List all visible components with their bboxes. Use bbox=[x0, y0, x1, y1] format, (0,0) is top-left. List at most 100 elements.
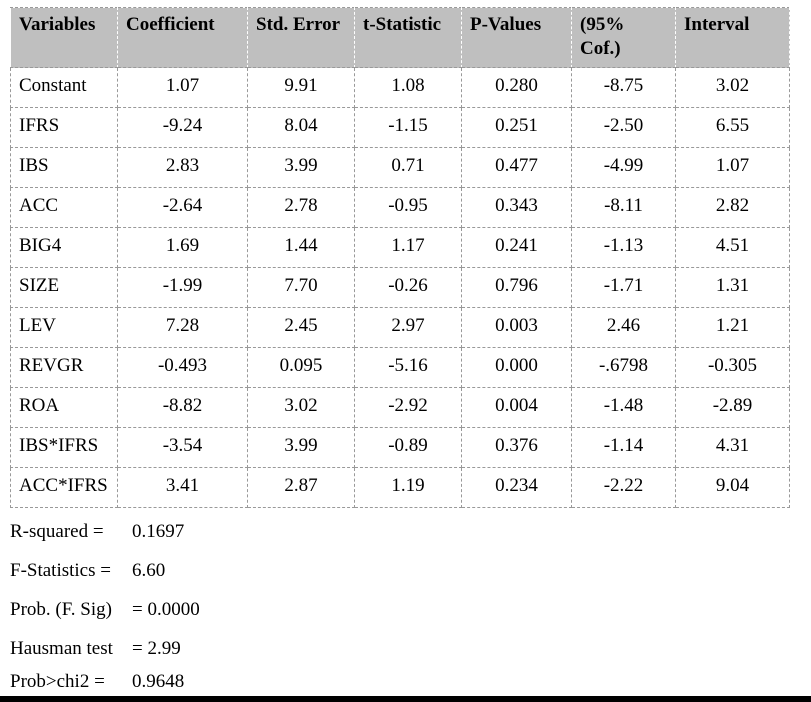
cell-value: 0.376 bbox=[461, 427, 572, 468]
stat-label: Prob. (F. Sig) bbox=[10, 598, 112, 620]
cell-value: 0.234 bbox=[461, 467, 572, 508]
cell-value: 9.04 bbox=[675, 467, 790, 508]
cell-value: 2.82 bbox=[675, 187, 790, 228]
cell-value: 0.003 bbox=[461, 307, 572, 348]
variable-name: IBS*IFRS bbox=[10, 427, 118, 468]
column-header-5: P-Values bbox=[461, 7, 572, 68]
column-header-3: Std. Error bbox=[247, 7, 355, 68]
cell-value: 1.17 bbox=[354, 227, 462, 268]
cell-value: 2.46 bbox=[571, 307, 676, 348]
stats-list: R-squared = 0.1697 F-Statistics = 6.60 P… bbox=[10, 512, 811, 696]
cell-value: -0.26 bbox=[354, 267, 462, 308]
table-row: IFRS -9.24 8.04 -1.15 0.251 -2.50 6.55 bbox=[10, 107, 790, 148]
table-row: Constant 1.07 9.91 1.08 0.280 -8.75 3.02 bbox=[10, 67, 790, 108]
cell-value: 0.241 bbox=[461, 227, 572, 268]
cell-value: -.6798 bbox=[571, 347, 676, 388]
cell-value: 3.02 bbox=[675, 67, 790, 108]
variable-name: BIG4 bbox=[10, 227, 118, 268]
column-header-7: Interval bbox=[675, 7, 790, 68]
stat-label: R-squared = bbox=[10, 520, 104, 542]
cell-value: 9.91 bbox=[247, 67, 355, 108]
cell-value: -2.50 bbox=[571, 107, 676, 148]
variable-name: SIZE bbox=[10, 267, 118, 308]
cell-value: 7.28 bbox=[117, 307, 248, 348]
cell-value: 3.99 bbox=[247, 147, 355, 188]
table-row: IBS 2.83 3.99 0.71 0.477 -4.99 1.07 bbox=[10, 147, 790, 188]
cell-value: 1.07 bbox=[675, 147, 790, 188]
stat-row-prob-chi2: Prob>chi2 = 0.9648 bbox=[10, 668, 811, 696]
column-header-4: t-Statistic bbox=[354, 7, 462, 68]
cell-value: 2.87 bbox=[247, 467, 355, 508]
header-row: Variables Coefficient Std. Error t-Statisti… bbox=[10, 7, 790, 68]
stat-row-r-squared: R-squared = 0.1697 bbox=[10, 512, 811, 551]
variable-name: ROA bbox=[10, 387, 118, 428]
cell-value: -8.11 bbox=[571, 187, 676, 228]
cell-value: 0.477 bbox=[461, 147, 572, 188]
cell-value: -0.89 bbox=[354, 427, 462, 468]
cell-value: 1.21 bbox=[675, 307, 790, 348]
cell-value: 1.69 bbox=[117, 227, 248, 268]
cell-value: -3.54 bbox=[117, 427, 248, 468]
cell-value: 4.51 bbox=[675, 227, 790, 268]
stat-value: = 2.99 bbox=[132, 637, 181, 659]
cell-value: 0.343 bbox=[461, 187, 572, 228]
table-row: IBS*IFRS -3.54 3.99 -0.89 0.376 -1.14 4.31 bbox=[10, 427, 790, 468]
cell-value: -1.15 bbox=[354, 107, 462, 148]
cell-value: 2.97 bbox=[354, 307, 462, 348]
cell-value: -1.14 bbox=[571, 427, 676, 468]
stat-value: = 0.0000 bbox=[132, 598, 200, 620]
cell-value: 0.000 bbox=[461, 347, 572, 388]
cell-value: -1.13 bbox=[571, 227, 676, 268]
cell-value: 3.41 bbox=[117, 467, 248, 508]
stat-value: 6.60 bbox=[132, 559, 166, 581]
cell-value: 7.70 bbox=[247, 267, 355, 308]
variable-name: LEV bbox=[10, 307, 118, 348]
variable-name: IFRS bbox=[10, 107, 118, 148]
cell-value: 1.31 bbox=[675, 267, 790, 308]
cell-value: 1.19 bbox=[354, 467, 462, 508]
cell-value: 0.796 bbox=[461, 267, 572, 308]
cell-value: -1.48 bbox=[571, 387, 676, 428]
table-row: BIG4 1.69 1.44 1.17 0.241 -1.13 4.51 bbox=[10, 227, 790, 268]
cell-value: 0.095 bbox=[247, 347, 355, 388]
cell-value: 3.02 bbox=[247, 387, 355, 428]
cell-value: -1.99 bbox=[117, 267, 248, 308]
cell-value: 2.78 bbox=[247, 187, 355, 228]
cell-value: -0.95 bbox=[354, 187, 462, 228]
cell-value: 1.44 bbox=[247, 227, 355, 268]
table-row: SIZE -1.99 7.70 -0.26 0.796 -1.71 1.31 bbox=[10, 267, 790, 308]
table-row: LEV 7.28 2.45 2.97 0.003 2.46 1.21 bbox=[10, 307, 790, 348]
stat-value: 0.1697 bbox=[132, 520, 185, 542]
variable-name: ACC bbox=[10, 187, 118, 228]
cell-value: -4.99 bbox=[571, 147, 676, 188]
cell-value: -0.305 bbox=[675, 347, 790, 388]
cell-value: 0.71 bbox=[354, 147, 462, 188]
variable-name: IBS bbox=[10, 147, 118, 188]
table-row: ROA -8.82 3.02 -2.92 0.004 -1.48 -2.89 bbox=[10, 387, 790, 428]
cell-value: -8.82 bbox=[117, 387, 248, 428]
bottom-rule-divider bbox=[0, 696, 811, 702]
cell-value: 3.99 bbox=[247, 427, 355, 468]
variable-name: REVGR bbox=[10, 347, 118, 388]
cell-value: -2.89 bbox=[675, 387, 790, 428]
stat-value: 0.9648 bbox=[132, 671, 185, 692]
cell-value: 0.280 bbox=[461, 67, 572, 108]
cell-value: 4.31 bbox=[675, 427, 790, 468]
column-header-1: Variables bbox=[10, 7, 118, 68]
cell-value: 2.83 bbox=[117, 147, 248, 188]
cell-value: -5.16 bbox=[354, 347, 462, 388]
cell-value: -1.71 bbox=[571, 267, 676, 308]
stat-row-f-statistics: F-Statistics = 6.60 bbox=[10, 551, 811, 590]
cell-value: 6.55 bbox=[675, 107, 790, 148]
cell-value: 0.004 bbox=[461, 387, 572, 428]
table-row: REVGR -0.493 0.095 -5.16 0.000 -.6798 -0.305 bbox=[10, 347, 790, 388]
table-row: ACC -2.64 2.78 -0.95 0.343 -8.11 2.82 bbox=[10, 187, 790, 228]
cell-value: 1.07 bbox=[117, 67, 248, 108]
cell-value: 8.04 bbox=[247, 107, 355, 148]
table-row: ACC*IFRS 3.41 2.87 1.19 0.234 -2.22 9.04 bbox=[10, 467, 790, 508]
cell-value: -8.75 bbox=[571, 67, 676, 108]
table-body: Constant 1.07 9.91 1.08 0.280 -8.75 3.02 IFRS -9… bbox=[10, 67, 790, 508]
stat-row-hausman-test: Hausman test = 2.99 bbox=[10, 629, 811, 668]
stat-label: Prob>chi2 = bbox=[10, 671, 105, 692]
